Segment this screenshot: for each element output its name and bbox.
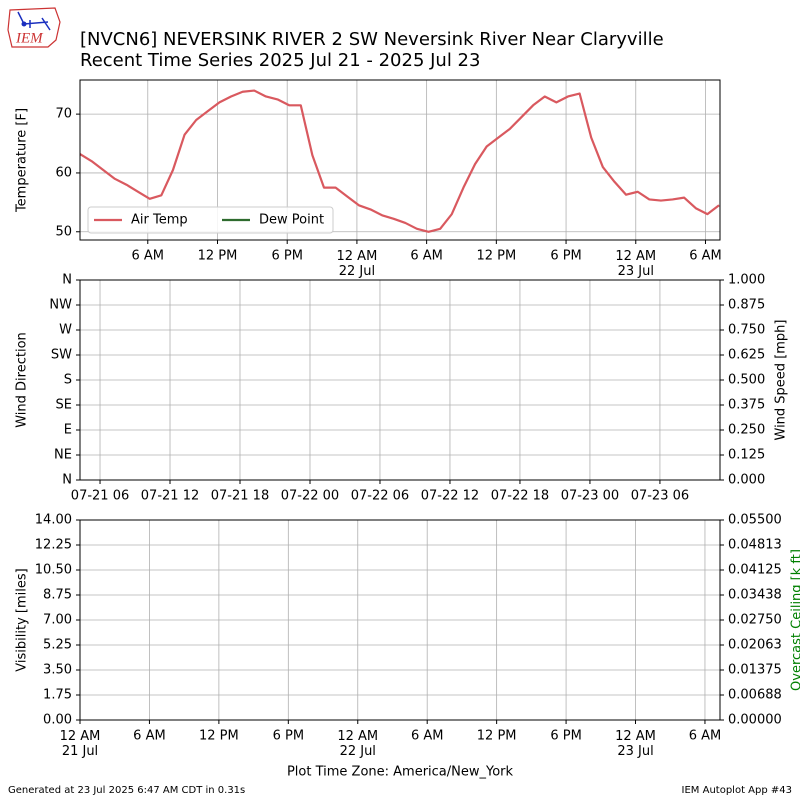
legend-label: Dew Point xyxy=(259,213,324,228)
y2-tick-label: 0.05500 xyxy=(728,513,782,528)
y-tick-label: NE xyxy=(54,448,72,463)
footer-left: Generated at 23 Jul 2025 6:47 AM CDT in … xyxy=(8,785,245,796)
y2-tick-label: 0.04125 xyxy=(728,563,782,578)
y2-tick-label: 0.875 xyxy=(728,298,765,313)
plot-frame xyxy=(79,79,721,241)
y-tick-label: N xyxy=(62,273,72,288)
x-tick-label: 07-23 06 xyxy=(631,489,689,504)
y-tick-label: 0.00 xyxy=(43,713,72,728)
logo: IEM xyxy=(7,7,61,48)
y-tick-label: 8.75 xyxy=(43,588,72,603)
y-tick-label: 70 xyxy=(55,107,72,122)
footer-right: IEM Autoplot App #43 xyxy=(682,785,792,796)
x-tick-label: 12 AM 21 Jul xyxy=(60,729,101,759)
y2-tick-label: 0.01375 xyxy=(728,663,782,678)
y2-tick-label: 0.04813 xyxy=(728,538,782,553)
legend-box xyxy=(87,206,334,234)
y2-tick-label: 0.02063 xyxy=(728,638,782,653)
y2-tick-label: 0.03438 xyxy=(728,588,782,603)
y-tick-label: SW xyxy=(51,348,72,363)
y2-tick-label: 0.00000 xyxy=(728,713,782,728)
plot-frame xyxy=(79,519,721,721)
x-tick-label: 6 AM xyxy=(410,249,443,264)
y2-tick-label: 0.625 xyxy=(728,348,765,363)
x-tick-label: 6 PM xyxy=(550,729,581,744)
x-tick-label: 6 AM xyxy=(689,249,722,264)
y-tick-label: 14.00 xyxy=(35,513,72,528)
y2-tick-label: 0.500 xyxy=(728,373,765,388)
x-tick-label: 6 AM xyxy=(411,729,444,744)
chart-subtitle: Recent Time Series 2025 Jul 21 - 2025 Ju… xyxy=(80,50,480,71)
y-tick-label: E xyxy=(64,423,72,438)
y2-axis-label: Wind Speed [mph] xyxy=(774,320,789,441)
logo-text: IEM xyxy=(15,30,44,46)
y2-tick-label: 0.02750 xyxy=(728,613,782,628)
y-tick-label: 60 xyxy=(55,165,72,180)
y2-tick-label: 0.00688 xyxy=(728,688,782,703)
chart-title: [NVCN6] NEVERSINK RIVER 2 SW Neversink R… xyxy=(80,29,664,50)
x-tick-label: 6 PM xyxy=(271,249,302,264)
y-axis-label: Wind Direction xyxy=(15,332,30,428)
x-tick-label: 07-21 06 xyxy=(71,489,129,504)
y2-tick-label: 0.000 xyxy=(728,473,765,488)
x-tick-label: 6 PM xyxy=(273,729,304,744)
x-tick-label: 12 PM xyxy=(477,729,517,744)
x-tick-label: 12 PM xyxy=(476,249,516,264)
y-tick-label: S xyxy=(64,373,72,388)
x-tick-label: 12 AM 22 Jul xyxy=(337,249,378,279)
x-tick-label: 6 AM xyxy=(689,729,722,744)
y-tick-label: 5.25 xyxy=(43,638,72,653)
y-axis-label: Visibility [miles] xyxy=(15,568,30,671)
series-line xyxy=(79,89,720,233)
x-tick-label: 12 PM xyxy=(199,729,239,744)
x-tick-label: 07-21 18 xyxy=(211,489,269,504)
y-tick-label: W xyxy=(59,323,72,338)
x-tick-label: 6 AM xyxy=(132,249,165,264)
x-tick-label: 6 AM xyxy=(133,729,166,744)
x-tick-label: 07-21 12 xyxy=(141,489,199,504)
y2-tick-label: 0.250 xyxy=(728,423,765,438)
y2-axis-label: Overcast Ceiling [k ft] xyxy=(790,549,800,691)
y-tick-label: 50 xyxy=(55,224,72,239)
x-tick-label: 12 PM xyxy=(198,249,238,264)
x-tick-label: 07-22 06 xyxy=(351,489,409,504)
y-axis-label: Temperature [F] xyxy=(15,108,30,213)
y-tick-label: 3.50 xyxy=(43,663,72,678)
y2-tick-label: 0.375 xyxy=(728,398,765,413)
y-tick-label: 1.75 xyxy=(43,688,72,703)
y2-tick-label: 1.000 xyxy=(728,273,765,288)
legend-label: Air Temp xyxy=(131,213,188,228)
y-tick-label: 12.25 xyxy=(35,538,72,553)
x-tick-label: 12 AM 23 Jul xyxy=(615,729,656,759)
logo-dot xyxy=(21,21,27,27)
x-tick-label: 07-22 00 xyxy=(281,489,339,504)
x-tick-label: 12 AM 22 Jul xyxy=(337,729,378,759)
x-tick-label: 6 PM xyxy=(550,249,581,264)
x-tick-label: 07-22 18 xyxy=(491,489,549,504)
plot-frame xyxy=(79,279,721,481)
x-axis-label: Plot Time Zone: America/New_York xyxy=(287,765,514,780)
y-tick-label: 10.50 xyxy=(35,563,72,578)
y-tick-label: SE xyxy=(56,398,72,413)
x-tick-label: 07-22 12 xyxy=(421,489,479,504)
y-tick-label: NW xyxy=(49,298,72,313)
y2-tick-label: 0.125 xyxy=(728,448,765,463)
y-tick-label: 7.00 xyxy=(43,613,72,628)
x-tick-label: 07-23 00 xyxy=(561,489,619,504)
y-tick-label: N xyxy=(62,473,72,488)
x-tick-label: 12 AM 23 Jul xyxy=(615,249,656,279)
y2-tick-label: 0.750 xyxy=(728,323,765,338)
